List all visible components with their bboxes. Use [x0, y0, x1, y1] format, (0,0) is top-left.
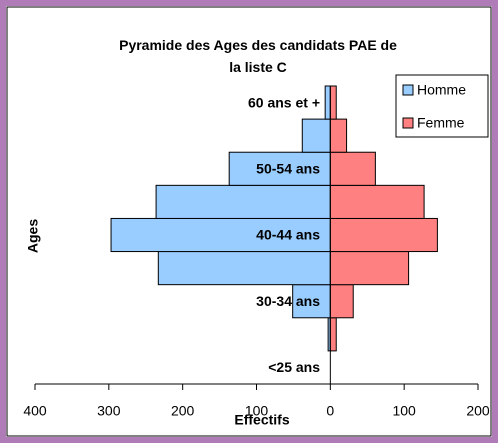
bar — [301, 118, 331, 153]
y-tick-label: 50-54 ans — [256, 160, 320, 176]
x-tick-label: 200 — [171, 403, 195, 419]
bar — [155, 184, 331, 219]
legend-label: Homme — [417, 82, 466, 98]
y-tick-label: 40-44 ans — [256, 227, 320, 243]
bar — [110, 217, 331, 253]
bar — [324, 85, 331, 120]
legend: Homme Femme — [395, 74, 489, 138]
legend-swatch — [402, 117, 414, 129]
y-tick-label: <25 ans — [268, 359, 320, 375]
bar — [329, 151, 376, 186]
bar — [329, 217, 438, 253]
inner-border — [6, 6, 492, 437]
y-axis-label: Ages — [25, 219, 41, 253]
x-tick-label: 200 — [466, 403, 490, 419]
bar — [329, 284, 354, 319]
legend-swatch — [402, 84, 414, 96]
x-axis-label: Effectifs — [234, 412, 289, 428]
y-tick-label: 30-34 ans — [256, 293, 320, 309]
bar — [157, 251, 331, 286]
bar — [292, 284, 331, 319]
x-tick-label: 100 — [245, 403, 269, 419]
x-tick-label: 300 — [97, 403, 121, 419]
bar — [329, 184, 425, 219]
bar — [329, 317, 337, 352]
x-tick-label: 0 — [326, 403, 334, 419]
x-tick-label: 100 — [392, 403, 416, 419]
y-tick-label: 60 ans et + — [248, 94, 320, 110]
bar — [329, 85, 337, 120]
bar — [329, 251, 410, 286]
chart-title: Pyramide des Ages des candidats PAE de l… — [119, 37, 397, 75]
bar — [228, 151, 331, 186]
bar — [329, 118, 348, 153]
legend-label: Femme — [417, 115, 465, 131]
x-tick-label: 400 — [23, 403, 47, 419]
